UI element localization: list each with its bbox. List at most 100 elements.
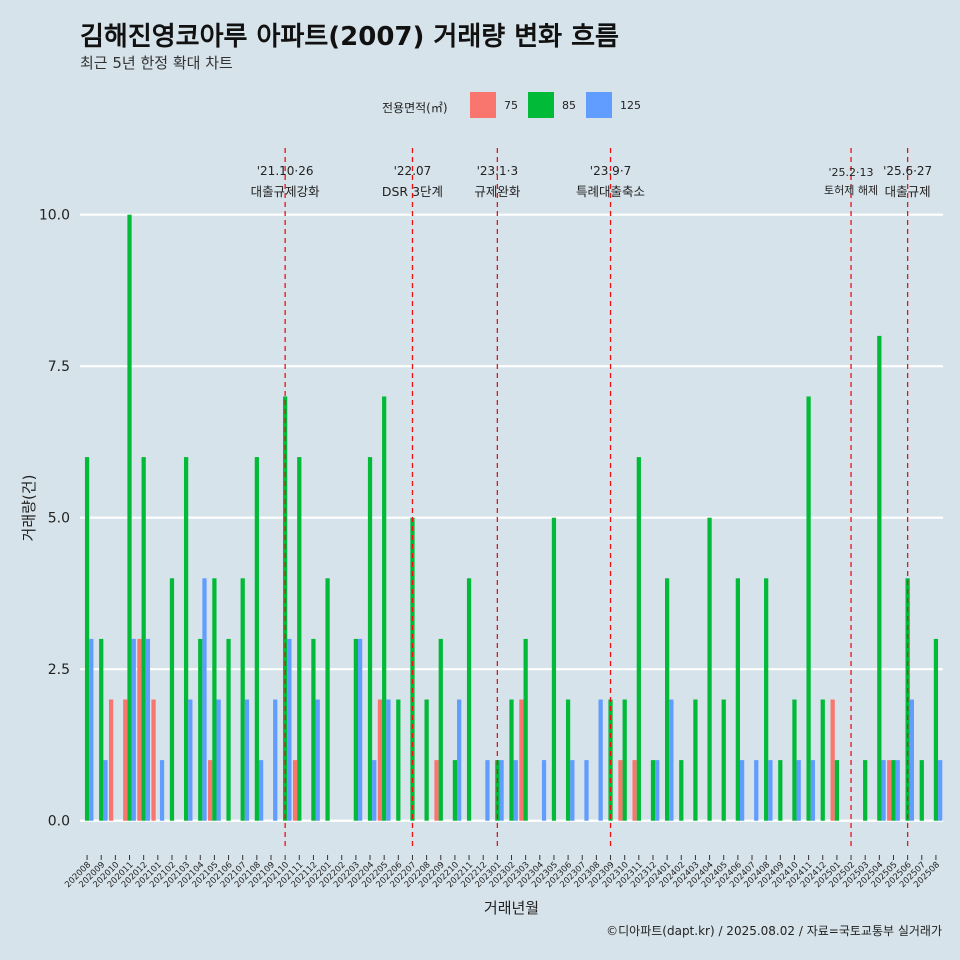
bar-75-202310 — [618, 760, 623, 821]
bar-75-202505 — [887, 760, 892, 821]
bar-125-202205 — [386, 699, 391, 821]
legend-title: 전용면적(㎡) — [382, 101, 448, 115]
y-tick-label: 2.5 — [48, 662, 70, 678]
chart-subtitle: 최근 5년 한정 확대 차트 — [80, 54, 233, 72]
bar-125-202302 — [513, 760, 518, 821]
bar-85-202302 — [509, 699, 514, 821]
bar-85-202108 — [254, 457, 259, 821]
bar-85-202507 — [919, 760, 924, 821]
bar-85-202103 — [183, 457, 189, 821]
bar-85-202011 — [127, 214, 132, 821]
bar-85-202112 — [311, 638, 316, 821]
bar-85-202410 — [792, 699, 797, 821]
bar-85-202503 — [863, 760, 868, 821]
bar-85-202111 — [297, 457, 302, 821]
bar-125-202306 — [570, 760, 575, 821]
annotation-date: '23.1·3 — [477, 164, 518, 178]
bar-75-202012 — [137, 638, 142, 821]
bar-85-202311 — [636, 457, 641, 821]
bar-125-202410 — [796, 760, 801, 821]
bar-125-202301 — [499, 760, 504, 821]
annotation-date: '23.9·7 — [590, 164, 631, 178]
bar-85-202412 — [820, 699, 825, 821]
bar-85-202207 — [410, 517, 415, 821]
bar-85-202012 — [141, 457, 146, 821]
annotation-label: 토허제 해제 — [824, 183, 878, 197]
bar-75-202311 — [632, 760, 637, 821]
bar-85-202105 — [212, 578, 217, 821]
bar-125-202112 — [315, 699, 320, 821]
bar-125-202101 — [159, 760, 165, 821]
legend-label-75: 75 — [504, 99, 518, 112]
bar-85-202312 — [650, 760, 656, 821]
y-tick-label: 0.0 — [48, 814, 70, 830]
bar-125-202109 — [273, 699, 278, 821]
bar-85-202505 — [891, 760, 896, 821]
annotation-label: 대출규제강화 — [251, 184, 321, 199]
bar-125-202505 — [895, 760, 900, 821]
bar-125-202011 — [131, 638, 136, 821]
legend: 전용면적(㎡) 75 85 125 — [0, 92, 960, 122]
bar-125-202103 — [188, 699, 193, 821]
bar-125-202008 — [89, 638, 94, 821]
bar-125-202508 — [938, 760, 943, 821]
y-tick-label: 5.0 — [48, 511, 70, 527]
bar-85-202504 — [877, 335, 882, 821]
bar-85-202405 — [721, 699, 726, 821]
annotation-date: '22.07 — [394, 164, 432, 178]
annotation-date: '25.6·27 — [883, 164, 932, 178]
bar-125-202401 — [669, 699, 674, 821]
bar-85-202406 — [735, 578, 740, 821]
bar-85-202203 — [353, 638, 358, 821]
annotation-label: 대출규제 — [885, 184, 931, 199]
bar-85-202403 — [693, 699, 698, 821]
bars — [84, 214, 943, 821]
legend-label-125: 125 — [620, 99, 641, 112]
bar-125-202307 — [584, 760, 589, 821]
bar-125-202105 — [216, 699, 221, 821]
bar-75-202101 — [151, 699, 156, 821]
bar-85-202008 — [84, 457, 90, 821]
annotation-label: DSR 3단계 — [382, 184, 443, 199]
bar-125-202411 — [810, 760, 815, 821]
bar-85-202303 — [523, 638, 528, 821]
bar-75-202303 — [519, 699, 524, 821]
bar-85-202411 — [806, 396, 811, 821]
bar-85-202106 — [226, 638, 231, 821]
bar-85-202208 — [424, 699, 429, 821]
annotations: '21.10·26 대출규제강화 '22.07 DSR 3단계 '23.1·3 규제완화 '… — [251, 148, 932, 848]
annotation-label: 규제완화 — [474, 184, 521, 199]
legend-swatch-85 — [528, 92, 554, 118]
bar-125-202308 — [598, 699, 603, 821]
bar-125-202212 — [485, 760, 490, 821]
legend-label-85: 85 — [562, 99, 576, 112]
bar-125-202012 — [145, 638, 151, 821]
y-tick-label: 7.5 — [48, 359, 70, 375]
bar-125-202506 — [909, 699, 914, 821]
bar-85-202409 — [778, 760, 783, 821]
bar-75-202209 — [434, 760, 439, 821]
bar-125-202407 — [754, 760, 759, 821]
bar-125-202203 — [357, 638, 363, 821]
bar-125-202108 — [258, 760, 264, 821]
legend-swatch-125 — [586, 92, 612, 118]
bar-75-202011 — [123, 699, 128, 821]
bar-125-202312 — [655, 760, 660, 821]
bar-85-202404 — [707, 517, 712, 821]
bar-75-202105 — [208, 760, 213, 821]
bar-85-202102 — [169, 578, 175, 821]
axes: 0.02.55.07.510.0202008202009202010202011… — [20, 208, 942, 917]
annotation-date: '21.10·26 — [257, 164, 314, 178]
bar-125-202504 — [881, 760, 886, 821]
bar-85-202401 — [665, 578, 670, 821]
bar-125-202104 — [202, 578, 207, 821]
bar-125-202406 — [739, 760, 745, 821]
bar-125-202204 — [372, 760, 377, 821]
bar-85-202104 — [198, 638, 203, 821]
bar-85-202310 — [622, 699, 627, 821]
bar-85-202107 — [240, 578, 245, 821]
bar-85-202204 — [367, 457, 373, 821]
annotation-label: 특례대출축소 — [576, 184, 645, 199]
bar-85-202206 — [396, 699, 401, 821]
